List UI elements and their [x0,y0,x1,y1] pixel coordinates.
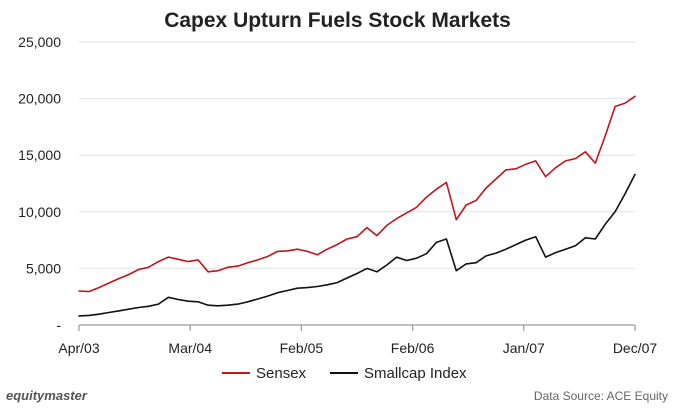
chart-legend: Sensex Smallcap Index [222,365,467,382]
axes: - 5,000 10,000 15,000 20,000 25,000 Apr/03 Mar/… [18,34,657,356]
legend-label-smallcap-index: Smallcap Index [364,365,467,382]
y-tick-label: 25,000 [18,34,61,50]
grid-lines [79,41,635,269]
y-tick-label: 10,000 [18,204,61,220]
x-tick-label: Apr/03 [58,340,99,356]
legend-label-sensex: Sensex [256,365,307,382]
x-tick-label: Feb/05 [280,340,324,356]
series-line-sensex [78,95,636,293]
y-tick-label: 15,000 [18,147,61,163]
x-tick-label: Feb/06 [391,340,435,356]
series-lines [78,95,636,317]
chart-title: Capex Upturn Fuels Stock Markets [164,9,511,32]
y-tick-label: 5,000 [26,260,61,276]
x-tick-label: Dec/07 [613,340,658,356]
y-tick-label: - [56,317,61,333]
x-tick-label: Jan/07 [503,340,545,356]
x-tick-label: Mar/04 [168,340,212,356]
brand-logo: equitymaster [6,388,88,403]
data-source-note: Data Source: ACE Equity [534,389,668,403]
y-tick-label: 20,000 [18,91,61,107]
series-line-smallcap-index [78,173,636,317]
